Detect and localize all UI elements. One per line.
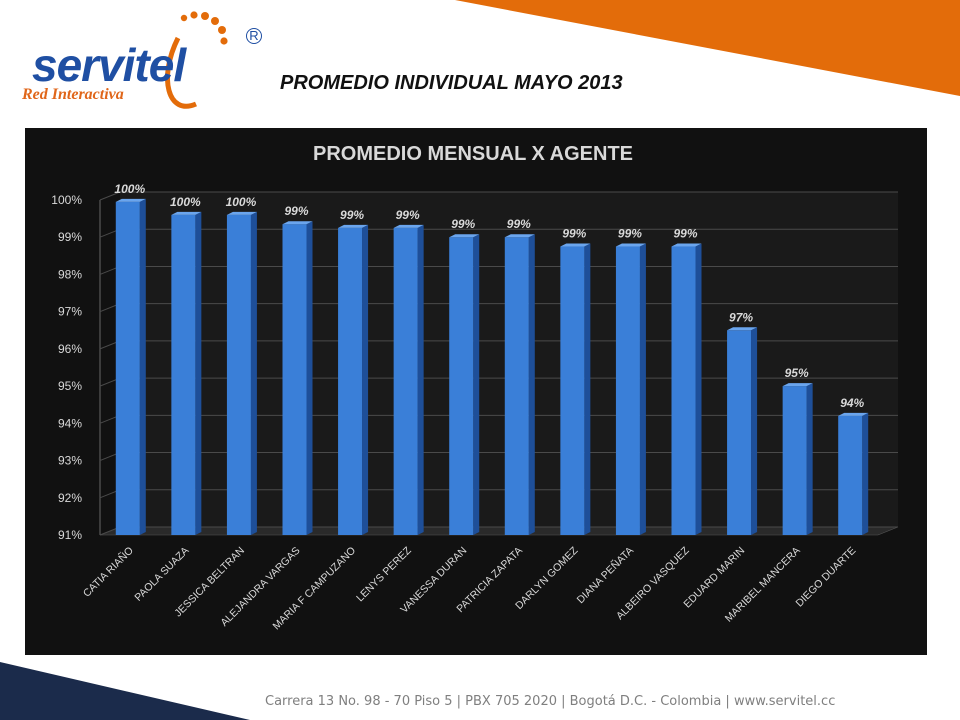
y-tick-label: 99%: [58, 230, 82, 244]
bar: [282, 224, 307, 535]
bar-top: [338, 224, 369, 228]
bar-side: [250, 211, 257, 535]
bar-side: [139, 198, 146, 535]
data-label: 100%: [226, 195, 257, 209]
registered-mark: R: [246, 28, 262, 44]
bar: [171, 214, 196, 535]
data-label: 99%: [673, 227, 697, 241]
data-label: 95%: [785, 366, 809, 380]
top-right-orange-band: [455, 0, 960, 96]
x-tick-label: LENYS PEREZ: [354, 544, 414, 604]
bottom-left-navy-band: [0, 662, 250, 720]
logo-swirl-icon: [165, 11, 228, 109]
bar-top: [782, 383, 813, 387]
bar-top: [226, 211, 257, 215]
data-label: 99%: [507, 217, 531, 231]
bar: [115, 201, 140, 535]
y-tick-label: 93%: [58, 454, 82, 468]
data-label: 99%: [340, 208, 364, 222]
bar-top: [615, 243, 646, 247]
y-tick-label: 97%: [58, 305, 82, 319]
bar-top: [449, 234, 480, 238]
gridline: [99, 191, 898, 201]
y-tick-label: 95%: [58, 379, 82, 393]
bar-side: [806, 383, 813, 535]
y-tick-label: 98%: [58, 267, 82, 281]
bar-chart: PROMEDIO MENSUAL X AGENTE 91% 92% 93% 94% 95…: [51, 143, 899, 632]
data-label: 99%: [451, 217, 475, 231]
bar-side: [362, 224, 369, 535]
bar-top: [560, 243, 591, 247]
y-tick-label: 91%: [58, 528, 82, 542]
data-label: 100%: [114, 182, 145, 196]
data-label: 99%: [618, 227, 642, 241]
x-tick-label: PAOLA SUAZA: [132, 545, 191, 604]
y-tick-label: 94%: [58, 416, 82, 430]
bar-top: [171, 211, 202, 215]
plot-floor: [99, 526, 899, 536]
x-tick-label: DIANA PEÑATA: [574, 544, 636, 606]
bar-side: [473, 234, 480, 535]
bar: [338, 227, 363, 535]
chart-panel: PROMEDIO MENSUAL X AGENTE 91% 92% 93% 94% 95…: [25, 128, 927, 655]
data-label: 94%: [840, 396, 864, 410]
bar-top: [838, 412, 869, 416]
bar-side: [306, 221, 313, 535]
bar: [615, 246, 640, 535]
bar-top: [115, 198, 146, 202]
bar-side: [584, 243, 591, 535]
bar-top: [671, 243, 702, 247]
data-label: 99%: [396, 208, 420, 222]
bar-side: [195, 211, 202, 535]
bar-top: [282, 221, 313, 225]
logo-tagline: Red Interactiva: [22, 86, 124, 103]
y-tick-label: 96%: [58, 342, 82, 356]
bar: [504, 237, 529, 535]
bar: [838, 415, 863, 535]
bar-side: [528, 234, 535, 535]
data-label: 97%: [729, 310, 753, 324]
logo-wordmark: servitel: [32, 39, 186, 91]
bar: [782, 386, 807, 535]
bar-top: [504, 234, 535, 238]
bar: [727, 330, 752, 535]
chart-title: PROMEDIO MENSUAL X AGENTE: [313, 143, 633, 165]
bar: [393, 227, 418, 535]
bar-top: [393, 224, 424, 228]
x-tick-label: CATIA RIAÑO: [80, 544, 136, 600]
data-label: 100%: [170, 195, 201, 209]
bar-top: [727, 327, 758, 331]
bar-side: [862, 412, 869, 535]
page-title: PROMEDIO INDIVIDUAL MAYO 2013: [280, 72, 623, 94]
data-label: 99%: [562, 227, 586, 241]
bar-side: [417, 224, 424, 535]
bar-side: [695, 243, 702, 535]
x-tick-label: DIEGO DUARTE: [793, 545, 858, 610]
plot-area: 91% 92% 93% 94% 95% 96% 97% 98% 99% 100% 100% CATIA…: [51, 182, 899, 632]
data-label: 99%: [284, 204, 308, 218]
bar-side: [751, 327, 758, 535]
y-tick-label: 92%: [58, 491, 82, 505]
bar: [226, 214, 251, 535]
bar: [560, 246, 585, 535]
servitel-logo: servitel Red Interactiva R: [18, 8, 268, 118]
bar-side: [639, 243, 646, 535]
bar: [449, 237, 474, 535]
bar: [671, 246, 696, 535]
footer-address: Carrera 13 No. 98 - 70 Piso 5 | PBX 705 …: [265, 694, 836, 709]
y-tick-label: 100%: [51, 193, 82, 207]
